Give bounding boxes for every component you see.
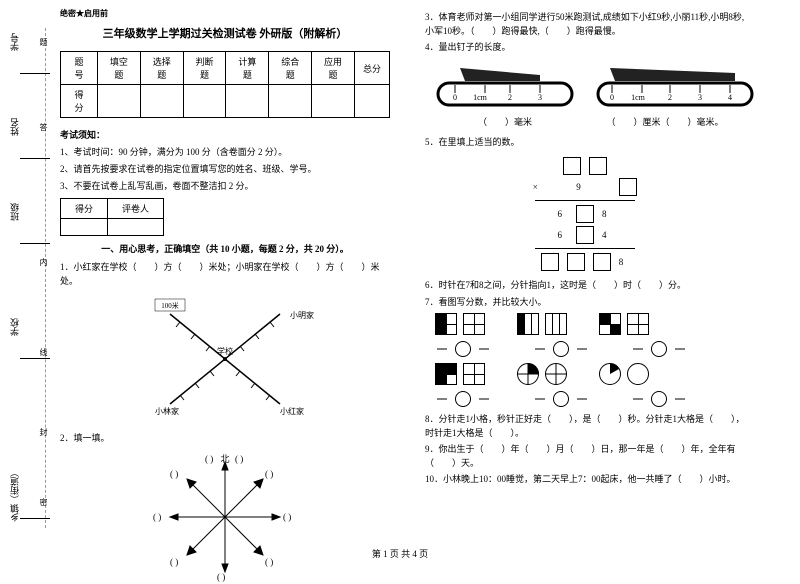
side-label-school: 学校	[8, 318, 21, 336]
notice-item: 1、考试时间：90 分钟，满分为 100 分（含卷面分 2 分）。	[60, 145, 390, 158]
notice-item: 2、请首先按要求在试卷的指定位置填写您的姓名、班级、学号。	[60, 162, 390, 175]
svg-text:3: 3	[698, 93, 702, 102]
question-4: 4．量出钉子的长度。	[425, 41, 745, 55]
svg-text:( ): ( )	[170, 469, 178, 479]
svg-text:0: 0	[453, 93, 457, 102]
svg-text:4: 4	[728, 93, 732, 102]
svg-text:1cm: 1cm	[473, 93, 488, 102]
confidential-label: 绝密★启用前	[60, 8, 390, 19]
q1-diagram: 100米 小明家 学校 小林家 小红家	[60, 294, 390, 426]
svg-text:学校: 学校	[217, 346, 233, 356]
svg-text:0: 0	[610, 93, 614, 102]
notice-title: 考试须知：	[60, 128, 390, 141]
svg-text:2: 2	[668, 93, 672, 102]
fraction-diagrams	[425, 313, 745, 409]
svg-text:100米: 100米	[161, 301, 179, 310]
page-footer: 第 1 页 共 4 页	[0, 547, 800, 560]
side-label-id: 学号	[8, 33, 21, 51]
multiplication: × 9 68 64 8	[425, 157, 745, 271]
svg-text:( ): ( )	[205, 454, 213, 464]
question-8: 8．分针走1小格，秒针正好走（ ），是（ ）秒。分针走1大格是（ ），时针走1大…	[425, 413, 745, 440]
cut-char: 封	[38, 428, 49, 436]
svg-text:1cm: 1cm	[631, 93, 646, 102]
grader-table: 得分评卷人	[60, 198, 164, 236]
cut-char: 题	[38, 38, 49, 46]
th: 计算题	[226, 52, 269, 85]
svg-text:2: 2	[508, 93, 512, 102]
th: 综合题	[269, 52, 312, 85]
svg-text:小林家: 小林家	[155, 406, 179, 416]
svg-text:( ): ( )	[217, 572, 225, 582]
th: 填空题	[97, 52, 140, 85]
question-3: 3．体育老师对第一小组同学进行50米跑测试,成绩如下小红9秒,小丽11秒,小明8…	[425, 11, 745, 38]
svg-text:( ): ( )	[283, 512, 291, 522]
question-10: 10．小林晚上10：00睡觉，第二天早上7：00起床，他一共睡了（ ）小时。	[425, 473, 745, 487]
question-7: 7．看图写分数，并比较大小。	[425, 296, 745, 310]
score-table: 题 号 填空题 选择题 判断题 计算题 综合题 应用题 总分 得 分	[60, 51, 390, 118]
th: 选择题	[140, 52, 183, 85]
ruler-diagram: 0 1cm 2 3 （ ）毫米 0 1cm 2 3 4 （ ）厘米（ ）毫米。	[425, 63, 745, 128]
svg-text:( ): ( )	[265, 469, 273, 479]
th: 应用题	[312, 52, 355, 85]
question-6: 6．时针在7和8之间，分针指向1，这时是（ ）时（ ）分。	[425, 279, 745, 293]
question-2: 2．填一填。	[60, 432, 390, 446]
cut-char: 内	[38, 258, 49, 266]
svg-text:( ): ( )	[235, 454, 243, 464]
th: 总分	[354, 52, 389, 85]
side-label-name: 姓名	[8, 118, 21, 136]
svg-text:小红家: 小红家	[280, 406, 304, 416]
svg-text:( ): ( )	[153, 512, 161, 522]
side-line	[20, 73, 50, 74]
question-9: 9．你出生于（ ）年（ ）月（ ）日，那一年是（ ）年，全年有（ ）天。	[425, 443, 745, 470]
svg-text:北: 北	[220, 454, 229, 464]
svg-text:3: 3	[538, 93, 542, 102]
th: 题 号	[61, 52, 98, 85]
question-5: 5．在里填上适当的数。	[425, 136, 745, 150]
exam-title: 三年级数学上学期过关检测试卷 外研版（附解析）	[60, 25, 390, 41]
cut-char: 答	[38, 123, 49, 131]
question-1: 1．小红家在学校（ ）方（ ）米处；小明家在学校（ ）方（ ）米处。	[60, 261, 390, 288]
side-line	[20, 518, 50, 519]
section-title: 一、用心思考，正确填空（共 10 小题，每题 2 分，共 20 分）。	[60, 242, 390, 255]
q4-blank-b: （ ）厘米（ ）毫米。	[590, 115, 740, 128]
side-label-class: 班级	[8, 203, 21, 221]
q4-blank-a: （ ）毫米	[430, 115, 580, 128]
q2-compass: ( )北( ) ( )( ) ( )( ) ( )( ) ( )	[60, 452, 390, 584]
cut-char: 线	[38, 348, 49, 356]
side-label-town: 乡镇（街道）	[8, 468, 21, 522]
cut-line	[45, 28, 46, 528]
side-line	[20, 158, 50, 159]
svg-text:小明家: 小明家	[290, 310, 314, 320]
th: 判断题	[183, 52, 226, 85]
side-line	[20, 358, 50, 359]
side-line	[20, 243, 50, 244]
td-label: 得 分	[61, 85, 98, 118]
notice-item: 3、不要在试卷上乱写乱画，卷面不整洁扣 2 分。	[60, 179, 390, 192]
cut-char: 密	[38, 498, 49, 506]
